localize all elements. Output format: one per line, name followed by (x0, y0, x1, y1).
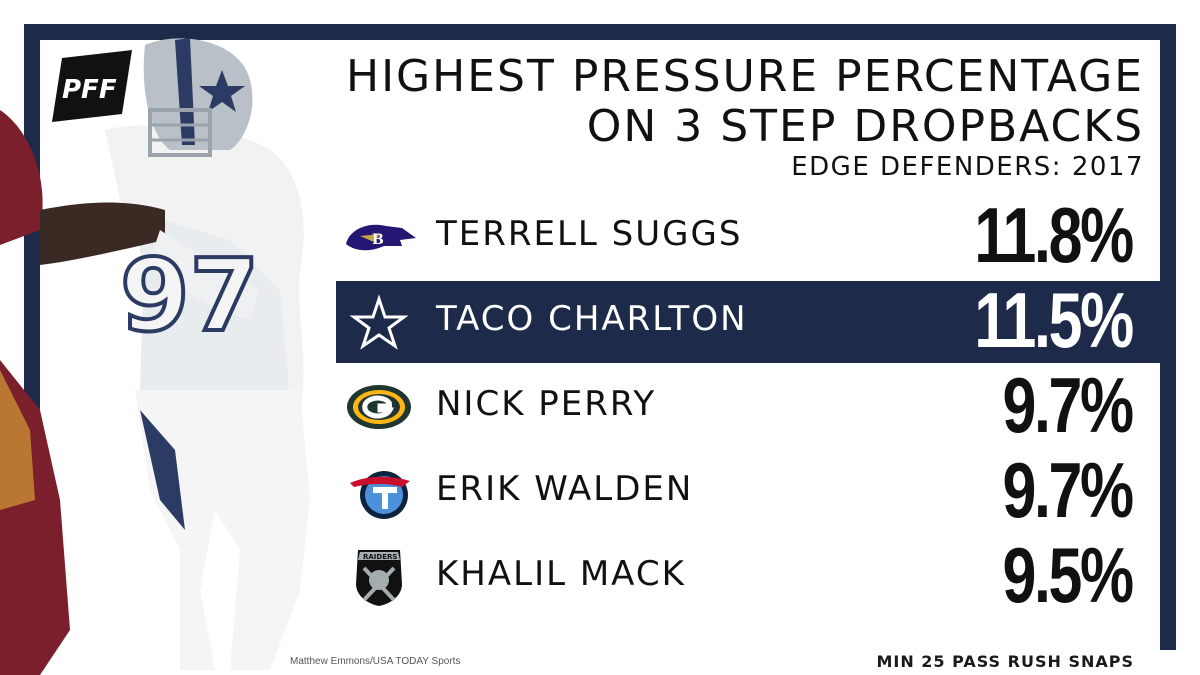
page-subtitle: Edge Defenders: 2017 (791, 152, 1144, 182)
player-row: RAIDERS Khalil Mack 9.5% (336, 531, 1172, 619)
packers-logo-icon (347, 385, 411, 429)
title-line-2: on 3 Step Dropbacks (586, 101, 1144, 152)
player-photo: 97 (0, 38, 310, 675)
player-pct: 9.5% (1002, 531, 1135, 619)
titans-logo-icon (350, 471, 410, 519)
ravens-logo-icon: B (346, 224, 416, 251)
player-name: Erik Walden (436, 469, 694, 509)
pff-logo: PFF (52, 50, 132, 122)
player-row: B Terrell Suggs 11.8% (336, 191, 1172, 279)
player-name: Taco Charlton (436, 299, 748, 339)
player-pct: 11.5% (974, 276, 1135, 364)
player-pct: 11.8% (974, 191, 1135, 279)
cowboys-star-icon (349, 294, 409, 350)
photo-credit: Matthew Emmons/USA TODAY Sports (290, 656, 461, 667)
player-row: Erik Walden 9.7% (336, 446, 1172, 534)
title-line-1: Highest Pressure Percentage (345, 51, 1144, 102)
player-name: Khalil Mack (436, 554, 686, 594)
bottom-bar (24, 650, 1176, 675)
player-pct: 9.7% (1002, 361, 1135, 449)
raiders-logo-text: RAIDERS (363, 553, 397, 561)
page-title: Highest Pressure Percentage on 3 Step Dr… (346, 52, 1144, 152)
raiders-logo-icon: RAIDERS (356, 550, 402, 606)
pff-logo-text: PFF (62, 75, 117, 105)
player-row: Nick Perry 9.7% (336, 361, 1172, 449)
player-pct: 9.7% (1002, 446, 1135, 534)
player-row-highlighted: Taco Charlton 11.5% (336, 276, 1172, 364)
player-name: Nick Perry (436, 384, 657, 424)
svg-text:B: B (372, 232, 384, 248)
player-name: Terrell Suggs (436, 214, 743, 254)
footnote: MIN 25 PASS RUSH SNAPS (876, 652, 1134, 671)
svg-text:97: 97 (120, 237, 259, 354)
